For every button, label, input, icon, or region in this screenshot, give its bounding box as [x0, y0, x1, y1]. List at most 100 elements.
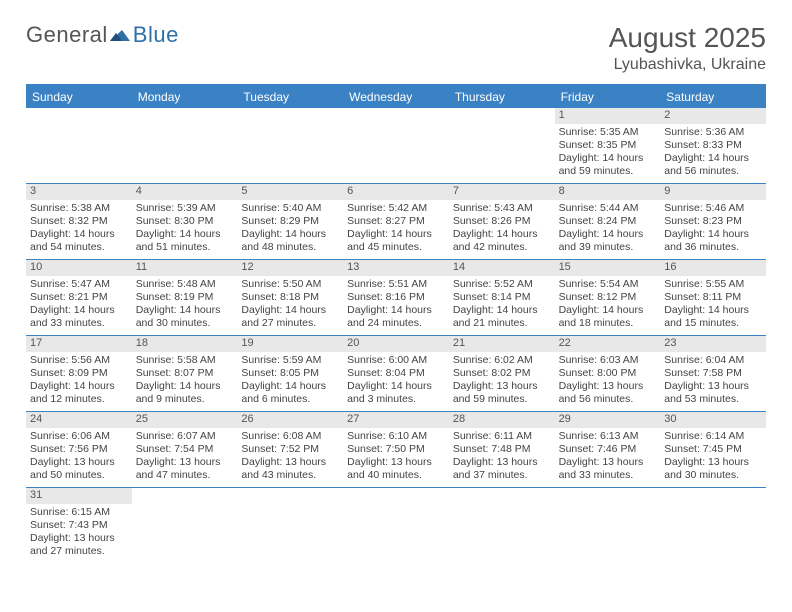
sunset-text: Sunset: 8:32 PM: [30, 215, 128, 228]
day-number: 21: [449, 336, 555, 352]
week-row: 17Sunrise: 5:56 AMSunset: 8:09 PMDayligh…: [26, 336, 766, 412]
sunset-text: Sunset: 7:54 PM: [136, 443, 234, 456]
daylight-text: and 56 minutes.: [664, 165, 762, 178]
sunrise-text: Sunrise: 5:38 AM: [30, 202, 128, 215]
daylight-text: Daylight: 13 hours: [664, 380, 762, 393]
sunset-text: Sunset: 8:11 PM: [664, 291, 762, 304]
empty-cell: [449, 108, 555, 183]
empty-cell: [343, 488, 449, 564]
week-row: 1Sunrise: 5:35 AMSunset: 8:35 PMDaylight…: [26, 108, 766, 184]
sunrise-text: Sunrise: 6:11 AM: [453, 430, 551, 443]
weekday-label: Friday: [555, 86, 661, 108]
daylight-text: Daylight: 14 hours: [30, 380, 128, 393]
weekday-label: Monday: [132, 86, 238, 108]
daylight-text: Daylight: 14 hours: [30, 228, 128, 241]
daylight-text: and 33 minutes.: [559, 469, 657, 482]
daylight-text: and 24 minutes.: [347, 317, 445, 330]
day-number: 8: [555, 184, 661, 200]
sunset-text: Sunset: 8:19 PM: [136, 291, 234, 304]
sunrise-text: Sunrise: 5:42 AM: [347, 202, 445, 215]
day-number: 22: [555, 336, 661, 352]
title-block: August 2025 Lyubashivka, Ukraine: [609, 22, 766, 74]
daylight-text: Daylight: 14 hours: [136, 304, 234, 317]
day-cell: 21Sunrise: 6:02 AMSunset: 8:02 PMDayligh…: [449, 336, 555, 411]
day-number: 29: [555, 412, 661, 428]
day-number: 5: [237, 184, 343, 200]
day-number: 4: [132, 184, 238, 200]
daylight-text: Daylight: 13 hours: [664, 456, 762, 469]
sunset-text: Sunset: 8:35 PM: [559, 139, 657, 152]
daylight-text: Daylight: 14 hours: [347, 304, 445, 317]
daylight-text: Daylight: 13 hours: [559, 380, 657, 393]
daylight-text: and 42 minutes.: [453, 241, 551, 254]
day-cell: 29Sunrise: 6:13 AMSunset: 7:46 PMDayligh…: [555, 412, 661, 487]
sunrise-text: Sunrise: 5:43 AM: [453, 202, 551, 215]
sunrise-text: Sunrise: 5:58 AM: [136, 354, 234, 367]
calendar: Sunday Monday Tuesday Wednesday Thursday…: [26, 84, 766, 564]
day-number: 25: [132, 412, 238, 428]
daylight-text: Daylight: 13 hours: [559, 456, 657, 469]
daylight-text: and 50 minutes.: [30, 469, 128, 482]
day-number: 11: [132, 260, 238, 276]
location-label: Lyubashivka, Ukraine: [609, 56, 766, 74]
daylight-text: and 47 minutes.: [136, 469, 234, 482]
daylight-text: Daylight: 14 hours: [453, 228, 551, 241]
daylight-text: and 40 minutes.: [347, 469, 445, 482]
sunrise-text: Sunrise: 5:39 AM: [136, 202, 234, 215]
sunrise-text: Sunrise: 5:52 AM: [453, 278, 551, 291]
daylight-text: Daylight: 13 hours: [30, 456, 128, 469]
sunrise-text: Sunrise: 6:03 AM: [559, 354, 657, 367]
sunset-text: Sunset: 7:58 PM: [664, 367, 762, 380]
daylight-text: Daylight: 14 hours: [664, 228, 762, 241]
daylight-text: Daylight: 14 hours: [136, 228, 234, 241]
sunset-text: Sunset: 8:02 PM: [453, 367, 551, 380]
day-number: 6: [343, 184, 449, 200]
day-cell: 17Sunrise: 5:56 AMSunset: 8:09 PMDayligh…: [26, 336, 132, 411]
daylight-text: and 12 minutes.: [30, 393, 128, 406]
sunrise-text: Sunrise: 6:04 AM: [664, 354, 762, 367]
sunset-text: Sunset: 8:24 PM: [559, 215, 657, 228]
sunrise-text: Sunrise: 5:51 AM: [347, 278, 445, 291]
sunrise-text: Sunrise: 6:06 AM: [30, 430, 128, 443]
weeks-container: 1Sunrise: 5:35 AMSunset: 8:35 PMDaylight…: [26, 108, 766, 564]
day-cell: 20Sunrise: 6:00 AMSunset: 8:04 PMDayligh…: [343, 336, 449, 411]
sunrise-text: Sunrise: 5:47 AM: [30, 278, 128, 291]
daylight-text: and 9 minutes.: [136, 393, 234, 406]
daylight-text: and 59 minutes.: [453, 393, 551, 406]
daylight-text: Daylight: 13 hours: [453, 456, 551, 469]
sunset-text: Sunset: 7:56 PM: [30, 443, 128, 456]
day-cell: 3Sunrise: 5:38 AMSunset: 8:32 PMDaylight…: [26, 184, 132, 259]
empty-cell: [343, 108, 449, 183]
month-title: August 2025: [609, 22, 766, 54]
sunrise-text: Sunrise: 6:10 AM: [347, 430, 445, 443]
daylight-text: and 36 minutes.: [664, 241, 762, 254]
day-cell: 4Sunrise: 5:39 AMSunset: 8:30 PMDaylight…: [132, 184, 238, 259]
daylight-text: and 54 minutes.: [30, 241, 128, 254]
daylight-text: Daylight: 14 hours: [347, 380, 445, 393]
daylight-text: Daylight: 13 hours: [30, 532, 128, 545]
weekday-label: Tuesday: [237, 86, 343, 108]
day-cell: 11 Sunrise: 5:48 AMSunset: 8:19 PMDayligh…: [132, 260, 238, 335]
day-cell: 2Sunrise: 5:36 AMSunset: 8:33 PMDaylight…: [660, 108, 766, 183]
daylight-text: and 56 minutes.: [559, 393, 657, 406]
day-cell: 31Sunrise: 6:15 AMSunset: 7:43 PMDayligh…: [26, 488, 132, 564]
daylight-text: Daylight: 14 hours: [559, 228, 657, 241]
daylight-text: and 3 minutes.: [347, 393, 445, 406]
day-number: 16: [660, 260, 766, 276]
sunrise-text: Sunrise: 5:44 AM: [559, 202, 657, 215]
daylight-text: and 18 minutes.: [559, 317, 657, 330]
daylight-text: and 37 minutes.: [453, 469, 551, 482]
sunset-text: Sunset: 8:23 PM: [664, 215, 762, 228]
empty-cell: [132, 488, 238, 564]
sunrise-text: Sunrise: 5:48 AM: [136, 278, 234, 291]
week-row: 3Sunrise: 5:38 AMSunset: 8:32 PMDaylight…: [26, 184, 766, 260]
daylight-text: and 59 minutes.: [559, 165, 657, 178]
day-number: 2: [660, 108, 766, 124]
sunset-text: Sunset: 8:04 PM: [347, 367, 445, 380]
sunrise-text: Sunrise: 5:59 AM: [241, 354, 339, 367]
daylight-text: Daylight: 14 hours: [241, 380, 339, 393]
daylight-text: Daylight: 14 hours: [664, 152, 762, 165]
sunset-text: Sunset: 7:45 PM: [664, 443, 762, 456]
weekday-header: Sunday Monday Tuesday Wednesday Thursday…: [26, 86, 766, 108]
daylight-text: and 6 minutes.: [241, 393, 339, 406]
